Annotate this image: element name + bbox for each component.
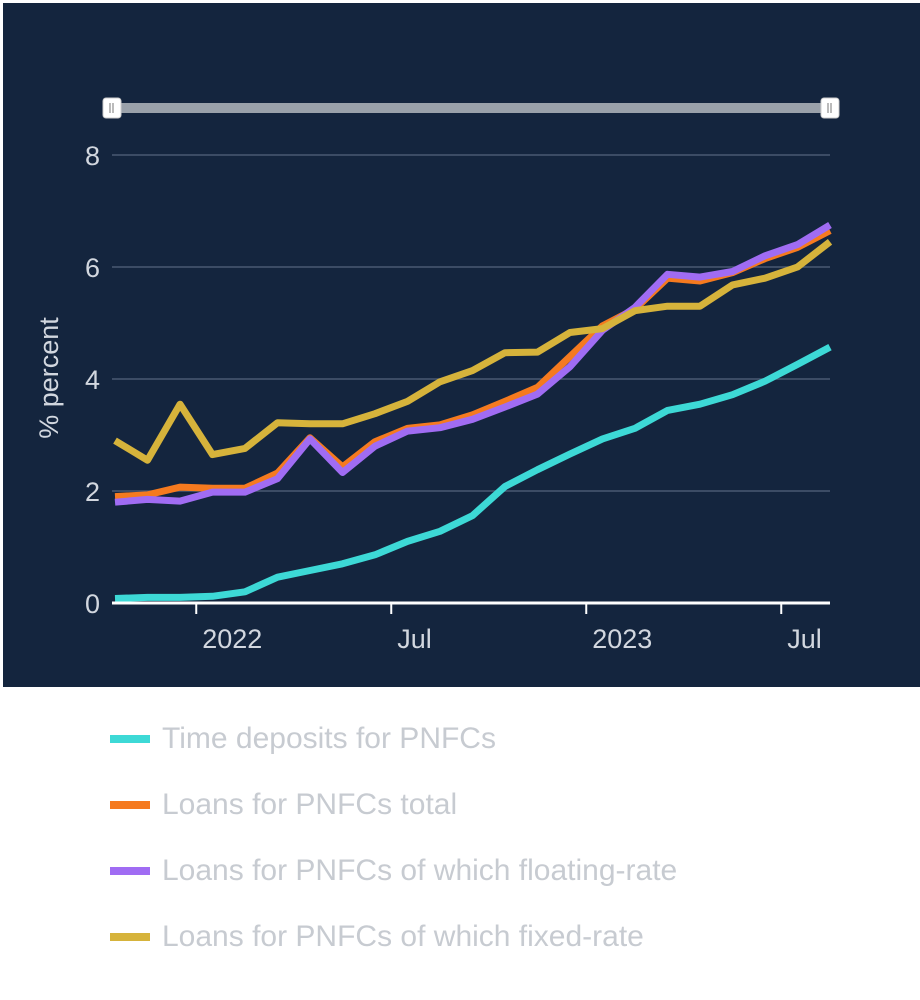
x-axis: 2022 Jul 2023 Jul	[195, 603, 822, 654]
series-lines	[113, 222, 833, 602]
legend-item-time-deposits[interactable]: Time deposits for PNFCs	[110, 706, 677, 772]
y-tick-label: 2	[85, 477, 100, 507]
y-axis: 0 2 4 6 8	[85, 141, 100, 619]
legend-swatch	[110, 801, 150, 809]
legend-swatch	[110, 735, 150, 743]
range-slider-right-handle[interactable]	[820, 97, 840, 119]
legend-swatch	[110, 867, 150, 875]
legend-label: Loans for PNFCs of which fixed-rate	[162, 920, 644, 953]
legend-label: Loans for PNFCs total	[162, 788, 458, 821]
x-tick-label: Jul	[397, 624, 432, 654]
y-tick-label: 0	[85, 589, 100, 619]
y-tick-label: 4	[85, 365, 100, 395]
y-tick-label: 8	[85, 141, 100, 171]
y-tick-label: 6	[85, 253, 100, 283]
legend: Time deposits for PNFCs Loans for PNFCs …	[110, 706, 677, 970]
y-axis-title: % percent	[34, 317, 64, 439]
legend-label: Time deposits for PNFCs	[162, 722, 496, 755]
legend-swatch	[110, 933, 150, 941]
legend-item-loans-total[interactable]: Loans for PNFCs total	[110, 772, 677, 838]
x-tick-label: 2023	[592, 624, 652, 654]
range-slider-left-handle[interactable]	[102, 97, 122, 119]
range-slider-track[interactable]	[112, 103, 830, 113]
legend-item-loans-floating-rate[interactable]: Loans for PNFCs of which floating-rate	[110, 838, 677, 904]
line-chart: 0 2 4 6 8 % percent 2022 Jul 2023 Jul	[34, 97, 840, 654]
chart-panel: 0 2 4 6 8 % percent 2022 Jul 2023 Jul	[3, 3, 920, 687]
series-line-2[interactable]	[114, 222, 832, 506]
series-line-0[interactable]	[114, 344, 832, 602]
x-tick-label: 2022	[202, 624, 262, 654]
legend-item-loans-fixed-rate[interactable]: Loans for PNFCs of which fixed-rate	[110, 904, 677, 970]
legend-label: Loans for PNFCs of which floating-rate	[162, 854, 678, 887]
series-line-3[interactable]	[113, 239, 833, 464]
gridlines	[112, 154, 830, 492]
x-tick-label: Jul	[787, 624, 822, 654]
range-slider[interactable]	[102, 97, 840, 119]
